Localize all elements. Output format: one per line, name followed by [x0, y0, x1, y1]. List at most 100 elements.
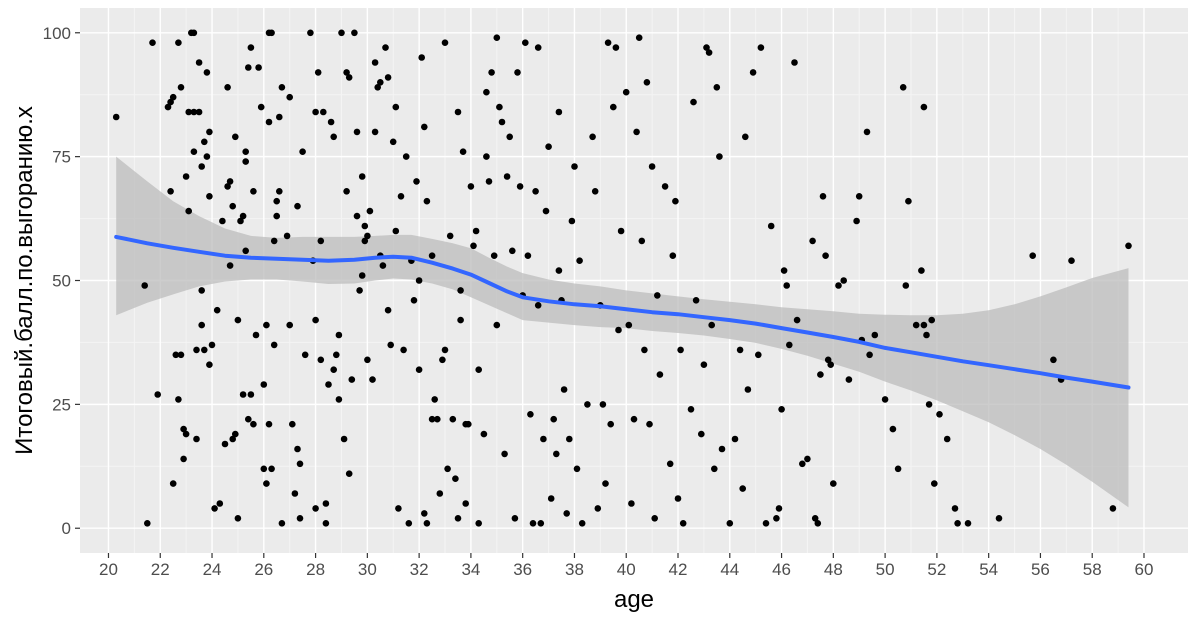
data-point [268, 29, 275, 37]
data-point [229, 435, 236, 443]
data-point [584, 401, 591, 408]
data-point [692, 297, 700, 304]
data-point [278, 520, 286, 527]
data-point [651, 515, 658, 522]
data-point [553, 450, 560, 458]
data-point [260, 381, 268, 388]
data-point [889, 425, 897, 433]
data-point [335, 331, 343, 339]
data-point [731, 435, 739, 443]
data-point [814, 520, 822, 527]
data-point [286, 93, 294, 101]
data-point [635, 34, 643, 41]
data-point [361, 237, 369, 245]
data-point [314, 69, 322, 76]
data-point [395, 505, 402, 512]
data-point [964, 520, 972, 527]
data-point [599, 401, 607, 408]
data-point [628, 500, 635, 507]
data-point [190, 108, 198, 116]
data-point [441, 346, 449, 354]
data-point [925, 401, 933, 408]
data-point [317, 356, 325, 364]
data-point [459, 148, 467, 155]
data-point [840, 277, 847, 284]
data-point [454, 108, 462, 116]
data-point [164, 103, 172, 111]
data-point [289, 420, 296, 428]
data-point [327, 118, 335, 126]
data-point [439, 356, 446, 364]
data-point [594, 505, 602, 512]
data-point [198, 321, 205, 329]
data-point [936, 411, 943, 418]
data-point [234, 316, 242, 324]
data-point [428, 252, 436, 259]
data-point [589, 133, 596, 141]
data-point [912, 321, 920, 329]
data-point [177, 351, 185, 359]
data-point [493, 34, 501, 41]
data-point [366, 207, 374, 215]
data-point [648, 163, 656, 170]
data-point [501, 450, 508, 458]
data-point [195, 59, 203, 66]
x-tick-label: 50 [876, 560, 895, 579]
y-tick-label: 25 [52, 395, 71, 414]
data-point [472, 227, 480, 235]
data-point [465, 420, 472, 428]
data-point [449, 415, 457, 423]
data-point [778, 406, 785, 413]
data-point [462, 500, 470, 507]
data-point [514, 69, 521, 76]
data-point [216, 500, 224, 507]
data-point [294, 445, 301, 453]
data-point [576, 257, 583, 265]
data-point [345, 470, 353, 478]
data-point [736, 346, 744, 354]
data-point [226, 178, 234, 185]
data-point [296, 460, 304, 468]
data-point [252, 331, 260, 339]
data-point [516, 183, 524, 190]
data-point [661, 183, 669, 190]
data-point [185, 108, 192, 116]
data-point [480, 430, 488, 438]
data-point [379, 262, 387, 269]
data-point [1029, 252, 1036, 259]
data-point [755, 351, 762, 359]
data-point [503, 173, 511, 180]
data-point [353, 128, 361, 136]
data-point [827, 361, 834, 369]
data-point [703, 44, 710, 51]
data-point [402, 153, 410, 160]
data-point [291, 490, 299, 497]
x-axis-title: age [614, 586, 654, 613]
data-point [221, 440, 229, 448]
data-point [1068, 257, 1075, 265]
data-point [555, 108, 563, 116]
data-point [177, 84, 185, 91]
data-point [799, 460, 806, 468]
data-point [325, 381, 332, 388]
data-point [506, 133, 513, 141]
data-point [276, 188, 283, 195]
data-point [638, 237, 646, 245]
data-point [294, 202, 301, 210]
data-point [175, 396, 182, 403]
data-point [377, 79, 384, 86]
data-point [384, 74, 392, 81]
data-point [509, 247, 516, 255]
data-point [193, 346, 200, 354]
x-tick-label: 30 [358, 560, 377, 579]
data-point [742, 133, 749, 141]
data-point [641, 346, 648, 354]
data-point [182, 430, 190, 438]
data-point [356, 287, 363, 294]
data-point [630, 415, 638, 423]
data-point [666, 460, 674, 468]
data-point [550, 415, 557, 423]
data-point [428, 415, 436, 423]
data-point [920, 103, 928, 111]
